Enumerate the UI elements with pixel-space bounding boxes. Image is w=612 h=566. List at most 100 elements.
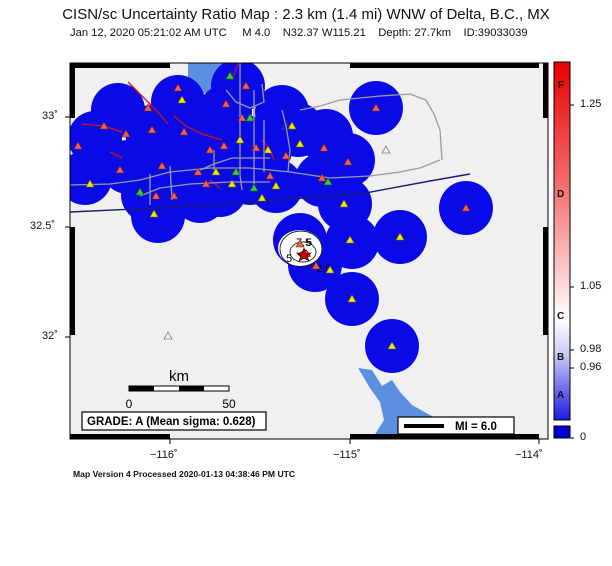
station-triangle — [227, 179, 237, 188]
station-triangle — [319, 143, 329, 152]
station-triangle — [241, 81, 251, 90]
station-triangle — [147, 125, 157, 134]
colorbar-min-swatch — [553, 425, 571, 439]
colorbar-tick-label: 1.25 — [580, 98, 602, 110]
station-triangle — [169, 191, 179, 200]
epicenter-patch — [278, 230, 322, 266]
grade-letter: B — [557, 352, 565, 363]
station-triangle — [211, 167, 221, 176]
map-version-footer: Map Version 4 Processed 2020-01-13 04:38… — [73, 469, 296, 479]
roads — [70, 63, 443, 205]
station-triangle — [295, 139, 305, 148]
event-id: ID:39033039 — [463, 27, 528, 39]
colorbar-tick-label: 0.98 — [580, 343, 602, 355]
station-triangle — [85, 179, 95, 188]
station-triangle — [225, 71, 235, 80]
station-triangle — [231, 167, 241, 176]
station-triangle — [221, 99, 231, 108]
lon-label: −114˚ — [515, 449, 543, 461]
scale-start: 0 — [126, 397, 133, 411]
station-triangle — [371, 103, 381, 112]
lat-label: 32.5˚ — [30, 220, 56, 232]
colorbar-tick-label: 1.05 — [580, 280, 602, 292]
grade-letter: D — [557, 189, 565, 200]
grade-letter: F — [558, 80, 565, 91]
station-triangle — [381, 145, 391, 154]
station-triangle — [325, 265, 335, 274]
lat-label: 32˚ — [42, 330, 58, 342]
station-triangle — [387, 341, 397, 350]
station-triangle — [257, 193, 267, 202]
station-triangle — [73, 141, 83, 150]
contour-label: 5 — [306, 237, 312, 249]
station-triangle — [163, 331, 173, 340]
station-triangle — [345, 235, 355, 244]
lon-label: −115˚ — [333, 449, 361, 461]
station-triangle — [281, 151, 291, 160]
map-title: CISN/sc Uncertainty Ratio Map : 2.3 km (… — [62, 6, 550, 23]
station-triangle — [219, 141, 229, 150]
station-triangle — [339, 199, 349, 208]
station-triangle — [179, 127, 189, 136]
mi-legend-box — [397, 416, 515, 435]
station-triangle — [461, 203, 471, 212]
event-date: Jan 12, 2020 05:21:02 AM UTC — [70, 27, 227, 39]
station-triangle — [347, 294, 357, 303]
grade-box — [81, 411, 267, 431]
grade-letter: A — [557, 390, 565, 401]
station-triangle — [201, 179, 211, 188]
station-triangle — [99, 121, 109, 130]
station-triangle — [193, 167, 203, 176]
station-triangle — [281, 121, 291, 130]
station-triangle — [121, 129, 131, 138]
event-info: Jan 12, 2020 05:21:02 AM UTC M 4.0 N32.3… — [70, 27, 528, 39]
lon-label: −116˚ — [150, 449, 178, 461]
station-triangle — [135, 187, 145, 196]
station-triangle — [323, 177, 333, 186]
station-triangle — [317, 173, 327, 182]
gulf-of-california — [358, 368, 480, 439]
station-triangle — [311, 261, 321, 270]
station-triangle — [157, 161, 167, 170]
scale-bar — [128, 385, 230, 392]
station-triangle — [173, 83, 183, 92]
station-triangle — [151, 191, 161, 200]
axis-ticks — [65, 116, 540, 444]
station-triangle — [149, 209, 159, 218]
lat-label: 33˚ — [42, 110, 58, 122]
grade-letter: C — [557, 311, 565, 322]
station-triangle — [271, 181, 281, 190]
colorbar-ticks — [570, 104, 574, 439]
colorbar — [553, 61, 571, 421]
station-triangle — [249, 183, 259, 192]
station-triangle — [263, 145, 273, 154]
station-triangle — [287, 121, 297, 130]
colorbar-tick-label: 0 — [580, 431, 587, 443]
station-triangle — [177, 95, 187, 104]
station-triangle — [115, 165, 125, 174]
mi-legend-text: MI = 6.0 — [455, 421, 497, 433]
epicenter-star — [296, 247, 312, 262]
scale-end: 50 — [222, 397, 236, 411]
station-triangle — [205, 145, 215, 154]
station-triangle — [237, 113, 247, 122]
stations — [73, 71, 471, 350]
event-depth: Depth: 27.7km — [378, 27, 452, 39]
station-triangle — [265, 171, 275, 180]
station-triangle — [343, 157, 353, 166]
contour-label: 5 — [286, 253, 292, 265]
station-triangle — [235, 135, 245, 144]
grade-text: GRADE: A (Mean sigma: 0.628) — [87, 416, 256, 428]
map-border-bars — [70, 63, 548, 439]
station-triangle — [395, 232, 405, 241]
us-mexico-border — [70, 173, 471, 213]
colorbar-tick-label: 0.96 — [580, 361, 602, 373]
station-triangle — [295, 239, 305, 248]
event-location: N32.37 W115.21 — [282, 27, 366, 39]
event-magnitude: M 4.0 — [242, 27, 271, 39]
station-triangle — [251, 143, 261, 152]
scale-unit: km — [169, 368, 189, 385]
station-triangle — [245, 113, 255, 122]
station-triangle — [143, 103, 153, 112]
